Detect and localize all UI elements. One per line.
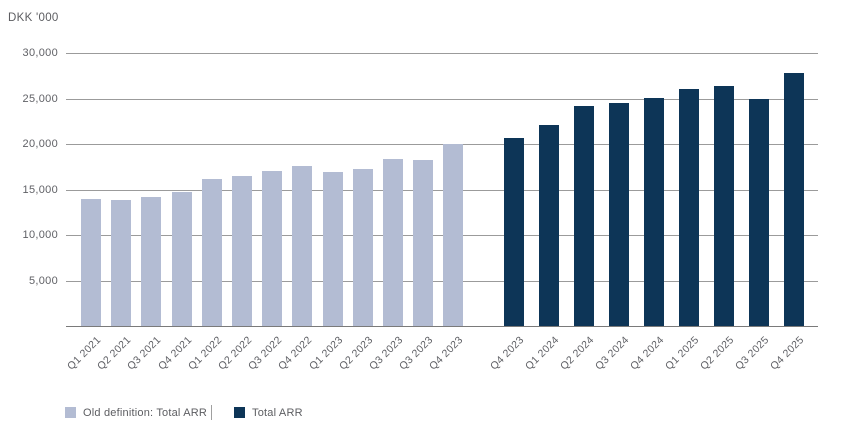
x-tick-label: Q2 2025 (698, 334, 737, 373)
legend-label-old-definition: Old definition: Total ARR (83, 406, 208, 419)
x-tick-label: Q4 2023 (488, 334, 527, 373)
x-tick-label: Q3 2024 (593, 334, 632, 373)
gridline-5000 (66, 280, 818, 282)
bar-q1-2025 (679, 89, 699, 326)
bar-q1-2021-old (81, 198, 101, 326)
axis-title: DKK '000 (8, 12, 59, 24)
gridline-10000 (66, 235, 818, 236)
bar-q4-2022-old (292, 165, 313, 326)
bar-q2-2022-old (232, 175, 252, 326)
x-tick-label: Q2 2024 (558, 334, 597, 373)
legend-label-total-arr: Total ARR (252, 406, 303, 419)
y-tick-label: 10,000 (22, 229, 58, 241)
bar-q3-2023-old (383, 159, 403, 326)
bar-q4-2025 (784, 73, 804, 326)
bar-q3-2025 (749, 98, 769, 326)
bar-q3-2023-old (413, 160, 434, 326)
bar-q3-2024 (609, 103, 629, 326)
x-tick-label: Q4 2024 (628, 334, 667, 373)
y-tick-label: 30,000 (22, 47, 58, 59)
bar-q2-2023-old (352, 169, 373, 326)
bar-q1-2024 (539, 124, 559, 326)
bar-q4-2023-old (443, 144, 464, 326)
legend: Old definition: Total ARR Total ARR (65, 405, 307, 420)
x-tick-label: Q4 2025 (768, 334, 807, 373)
gridline-30000 (66, 53, 818, 54)
gridline-20000 (66, 144, 818, 145)
bar-q4-2021-old (171, 192, 192, 326)
bar-q2-2025 (714, 85, 734, 326)
bar-q4-2023 (504, 137, 524, 326)
bar-q1-2022-old (201, 179, 222, 326)
y-tick-label: 20,000 (22, 138, 58, 150)
bar-q2-2021-old (111, 200, 132, 326)
y-tick-label: 15,000 (22, 183, 58, 196)
bar-q1-2023-old (322, 172, 343, 326)
bar-q2-2024 (574, 105, 594, 326)
y-tick-label: 5,000 (28, 274, 58, 287)
legend-swatch-total-arr (234, 407, 246, 418)
x-axis-line (66, 326, 818, 327)
bar-q3-2022-old (262, 171, 283, 326)
gridline-25000 (66, 98, 818, 100)
bar-q4-2024 (644, 97, 664, 326)
x-tick-label: Q1 2024 (523, 334, 562, 373)
bar-q3-2021-old (141, 196, 162, 326)
y-tick-label: 25,000 (22, 92, 58, 105)
x-tick-label: Q1 2025 (663, 334, 702, 373)
legend-divider (211, 405, 213, 420)
gridline-15000 (66, 189, 818, 191)
x-tick-label: Q3 2025 (733, 334, 772, 373)
legend-swatch-old-definition (65, 407, 76, 418)
